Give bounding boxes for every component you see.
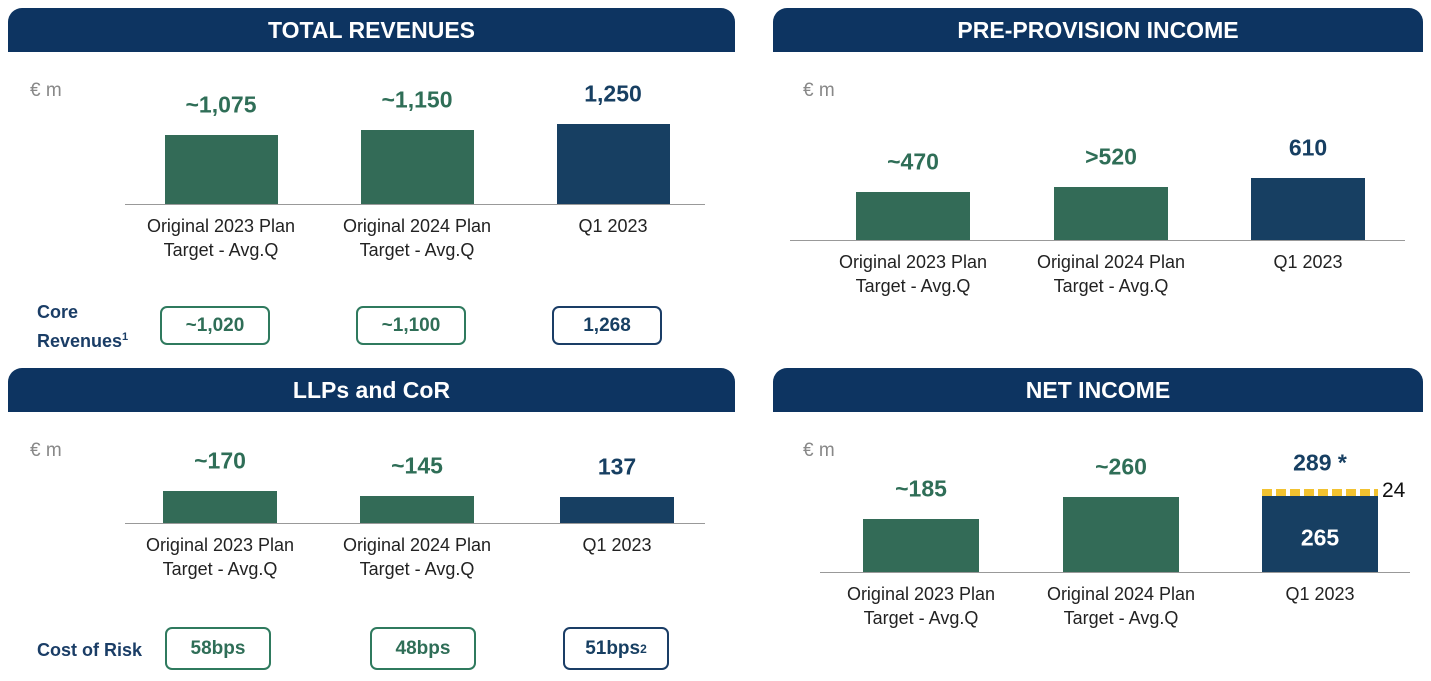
footer-value: 48bps — [395, 637, 451, 659]
footer-label: Cost of Risk — [37, 638, 167, 663]
value-label: 24 — [1382, 479, 1406, 503]
bar — [163, 491, 277, 523]
value-label: ~470 — [887, 148, 939, 175]
x-tick-label: Original 2024 Plan Target - Avg.Q — [1036, 252, 1186, 296]
baseline — [820, 572, 1410, 573]
footer-value: 58bps — [190, 637, 246, 659]
baseline — [125, 204, 705, 205]
footer-value: ~1,020 — [185, 314, 245, 336]
total-label: 289 * — [1293, 449, 1347, 476]
footer-value: 51bps — [585, 637, 641, 659]
x-tick-label: Original 2023 Plan Target - Avg.Q — [146, 216, 296, 260]
footer-label-text: Core Revenues — [37, 302, 123, 351]
panel-header: PRE-PROVISION INCOME — [773, 8, 1423, 52]
value-label: ~145 — [391, 452, 443, 479]
bar — [360, 495, 474, 523]
panel-header: LLPs and CoR — [8, 368, 735, 412]
value-label: 265 — [1300, 524, 1340, 551]
baseline — [790, 240, 1405, 241]
footer-value-box: 48bps — [370, 627, 476, 670]
x-tick-label: Original 2024 Plan Target - Avg.Q — [1046, 584, 1196, 628]
footer-label: Core Revenues1 — [37, 300, 147, 354]
x-tick-label: Original 2023 Plan Target - Avg.Q — [145, 535, 295, 579]
x-tick-label: Original 2024 Plan Target - Avg.Q — [342, 535, 492, 579]
unit-label: € m — [30, 440, 62, 461]
value-label: ~1,150 — [381, 86, 453, 113]
bar — [1063, 497, 1179, 572]
bar — [863, 518, 979, 572]
unit-label: € m — [803, 440, 835, 461]
footer-value-box: 58bps — [165, 627, 271, 670]
bar — [556, 124, 670, 204]
footer-value-box: 1,268 — [552, 306, 662, 345]
bar — [360, 130, 474, 204]
footer-value: 1,268 — [583, 314, 631, 336]
x-tick-label: Original 2024 Plan Target - Avg.Q — [342, 216, 492, 260]
panel-header: NET INCOME — [773, 368, 1423, 412]
bar — [856, 192, 970, 240]
value-label: 137 — [597, 453, 637, 480]
footer-value-box: ~1,020 — [160, 306, 270, 345]
footnote-marker: 2 — [640, 641, 647, 656]
footer-value: ~1,100 — [381, 314, 441, 336]
value-label: 1,250 — [584, 80, 642, 107]
bar — [1262, 495, 1378, 572]
unit-label: € m — [803, 80, 835, 101]
value-label: 610 — [1288, 134, 1328, 161]
bar — [1251, 178, 1365, 240]
footer-value-box: 51bps 2 — [563, 627, 669, 670]
footer-value-box: ~1,100 — [356, 306, 466, 345]
x-tick-label: Original 2023 Plan Target - Avg.Q — [846, 584, 996, 628]
unit-label: € m — [30, 80, 62, 101]
x-tick-label: Q1 2023 — [578, 216, 648, 236]
x-tick-label: Q1 2023 — [1285, 584, 1355, 604]
bar — [164, 135, 278, 204]
bar — [560, 497, 674, 523]
bar — [1054, 187, 1168, 240]
x-tick-label: Original 2023 Plan Target - Avg.Q — [838, 252, 988, 296]
value-label: ~170 — [194, 447, 246, 474]
footnote-marker: 1 — [122, 331, 129, 343]
value-label: ~260 — [1095, 453, 1147, 480]
value-label: ~1,075 — [185, 91, 257, 118]
value-label: ~185 — [895, 475, 947, 502]
x-tick-label: Q1 2023 — [582, 535, 652, 555]
x-tick-label: Q1 2023 — [1273, 252, 1343, 272]
footer-label-text: Cost of Risk — [37, 640, 143, 660]
value-label: >520 — [1085, 143, 1137, 170]
panel-header: TOTAL REVENUES — [8, 8, 735, 52]
bar — [1262, 489, 1378, 496]
baseline — [125, 523, 705, 524]
